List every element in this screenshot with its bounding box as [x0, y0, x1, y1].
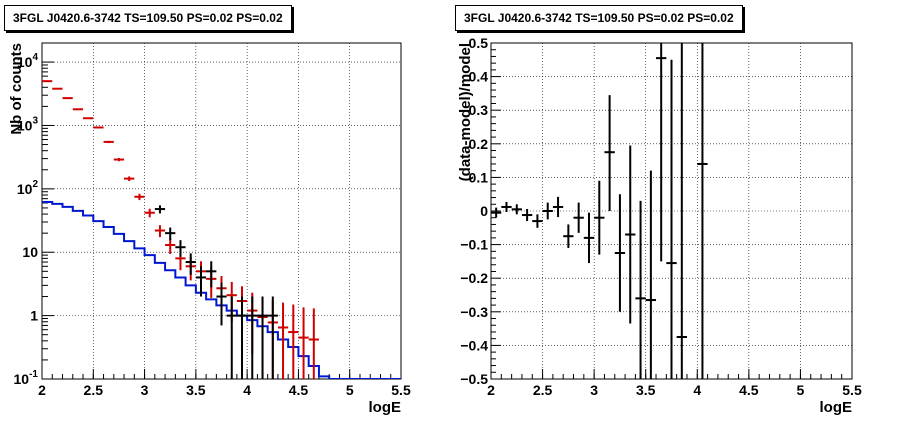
residual-point	[635, 200, 646, 379]
left-y-tick-label: 10	[22, 244, 38, 260]
left-x-tick-label: 5	[346, 382, 354, 398]
right-y-axis: −0.5 −0.4 −0.3 −0.2 −0.1 0 0.1 0.2 0.3 0.4 0.5(dat…	[457, 35, 501, 387]
model-point	[124, 176, 135, 181]
residual-point	[521, 208, 533, 222]
residual-point	[542, 202, 553, 220]
right-x-tick-label: 5	[797, 382, 805, 398]
right-y-tick-label: 0	[480, 203, 488, 219]
left-x-tick-label: 2	[38, 382, 46, 398]
right-x-tick-label: 3	[590, 382, 598, 398]
data-point	[236, 296, 248, 379]
model-point	[83, 117, 94, 120]
right-x-tick-label: 4	[693, 382, 701, 398]
model-point	[103, 140, 114, 144]
model-point	[93, 126, 104, 129]
left-y-tick-label: 102	[17, 179, 39, 197]
data-point	[257, 296, 268, 379]
right-y-tick-label: −0.4	[460, 337, 488, 353]
left-y-tick-label: 1	[30, 308, 38, 324]
data-point	[267, 296, 278, 379]
right-y-tick-label: −0.3	[460, 304, 488, 320]
model-point	[144, 208, 155, 218]
data-point	[154, 205, 166, 214]
model-point	[72, 108, 84, 111]
residual-point	[614, 194, 626, 312]
right-x-axis-label: logE	[820, 399, 853, 416]
residual-point	[676, 43, 687, 379]
right-y-tick-label: 0.5	[469, 35, 489, 51]
residual-point	[594, 180, 605, 255]
model-point	[165, 238, 176, 254]
residual-point	[552, 196, 564, 218]
data-point	[175, 240, 186, 257]
left-x-tick-label: 4.5	[289, 382, 309, 398]
left-data	[42, 80, 401, 379]
residual-point	[583, 212, 595, 264]
model-point	[277, 302, 289, 379]
left-x-tick-label: 3.5	[186, 382, 206, 398]
residual-point	[491, 207, 502, 218]
left-grid	[42, 43, 401, 379]
right-y-axis-label: (data-model)/model	[457, 43, 474, 181]
right-chart-title: 3FGL J0420.6-3742 TS=109.50 PS=0.02 PS=0…	[455, 5, 743, 31]
data-point	[226, 296, 237, 379]
left-chart-title: 3FGL J0420.6-3742 TS=109.50 PS=0.02 PS=0…	[4, 5, 292, 31]
right-y-tick-label: −0.2	[460, 270, 488, 286]
data-point	[247, 296, 258, 379]
right-x-tick-label: 5.5	[842, 382, 862, 398]
residual-point	[625, 145, 636, 324]
model-point	[298, 307, 309, 379]
left-y-axis-label: Nb of counts	[8, 43, 25, 135]
model-point	[62, 97, 73, 100]
data-point	[165, 227, 176, 241]
model-point	[154, 225, 166, 238]
left-y-tick-label: 103	[17, 115, 39, 133]
residual-point	[697, 43, 708, 379]
residual-point	[511, 204, 522, 215]
right-y-tick-label: 0.4	[469, 69, 489, 85]
right-x-tick-label: 3.5	[636, 382, 656, 398]
data-point	[185, 253, 196, 275]
left-x-tick-label: 5.5	[391, 382, 411, 398]
right-y-tick-label: 0.1	[469, 169, 489, 185]
residual-point	[666, 59, 677, 379]
right-x-tick-label: 4.5	[739, 382, 759, 398]
model-point	[42, 80, 53, 83]
residual-point	[532, 214, 543, 228]
model-point	[113, 157, 125, 162]
residual-point	[645, 170, 657, 379]
right-x-tick-label: 2	[487, 382, 495, 398]
model-point	[308, 308, 319, 379]
left-x-tick-label: 2.5	[84, 382, 104, 398]
left-y-tick-label: 104	[17, 52, 39, 70]
model-point	[288, 304, 299, 379]
left-plot-frame	[41, 42, 402, 380]
right-y-tick-label: 0.2	[469, 136, 489, 152]
residual-point	[501, 201, 512, 213]
left-x-tick-label: 4	[243, 382, 251, 398]
data-point	[206, 261, 217, 288]
residual-point	[573, 202, 584, 233]
data-point	[216, 282, 227, 326]
model-point	[52, 87, 63, 90]
model-point	[134, 193, 145, 201]
left-x-tick-label: 3	[141, 382, 149, 398]
residual-point	[563, 224, 574, 248]
right-x-tick-label: 2.5	[533, 382, 553, 398]
data-point	[195, 266, 207, 297]
right-y-tick-label: −0.1	[460, 237, 488, 253]
residual-point	[604, 95, 615, 211]
residual-point	[656, 43, 667, 262]
right-y-tick-label: −0.5	[460, 371, 488, 387]
left-y-tick-label: 10-1	[14, 369, 39, 387]
right-data	[491, 43, 708, 379]
left-x-axis-label: logE	[369, 399, 402, 416]
right-y-tick-label: 0.3	[469, 102, 489, 118]
